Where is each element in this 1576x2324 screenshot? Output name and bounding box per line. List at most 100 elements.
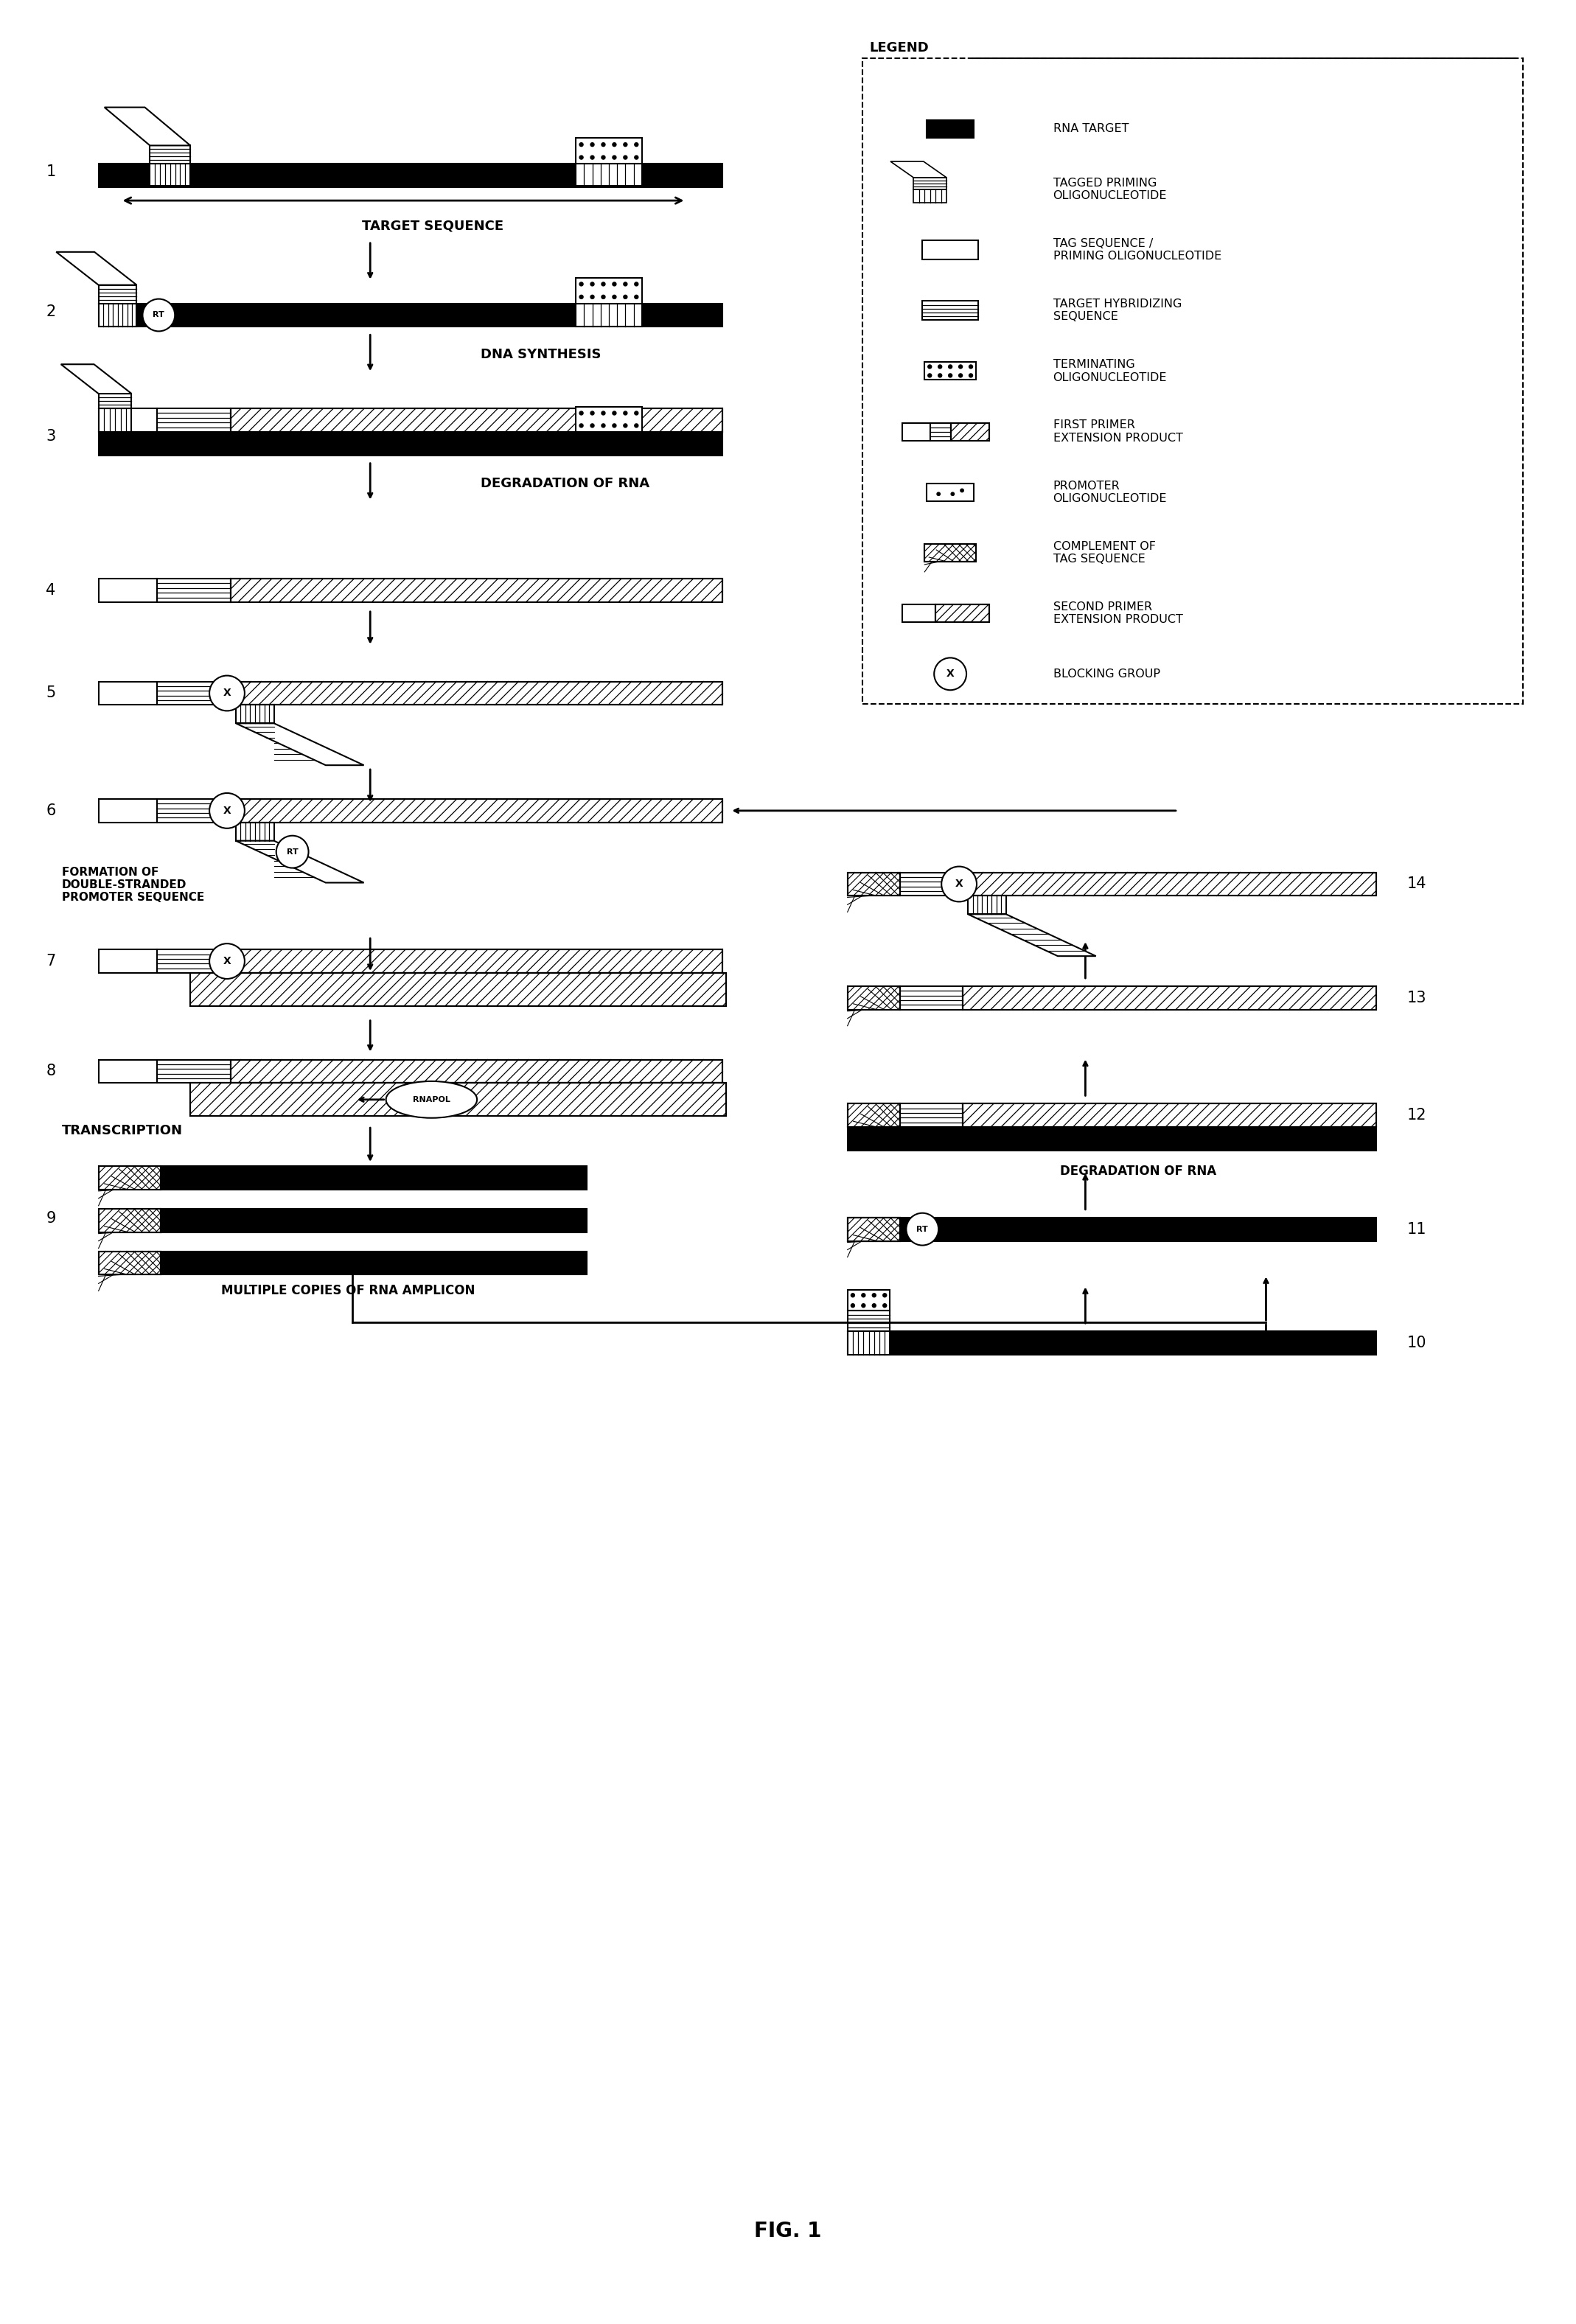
Text: DEGRADATION OF RNA: DEGRADATION OF RNA xyxy=(481,476,649,490)
Bar xyxy=(862,58,1522,704)
Bar xyxy=(848,1218,1376,1241)
Circle shape xyxy=(949,374,952,376)
Circle shape xyxy=(602,295,605,300)
Text: LEGEND: LEGEND xyxy=(870,42,928,53)
Bar xyxy=(99,409,158,432)
Bar xyxy=(575,277,641,304)
Polygon shape xyxy=(236,841,364,883)
Circle shape xyxy=(624,295,627,300)
Bar xyxy=(230,681,723,704)
Circle shape xyxy=(580,142,583,146)
Circle shape xyxy=(580,156,583,160)
Bar xyxy=(575,137,641,165)
Bar xyxy=(848,1218,900,1241)
Text: 12: 12 xyxy=(1407,1109,1426,1122)
Bar xyxy=(963,872,1376,895)
Bar xyxy=(922,239,979,260)
Circle shape xyxy=(624,281,627,286)
Bar xyxy=(230,409,723,432)
Bar xyxy=(900,985,963,1009)
Circle shape xyxy=(602,423,605,428)
Text: 5: 5 xyxy=(46,686,55,700)
Bar xyxy=(963,1104,1376,1127)
Polygon shape xyxy=(61,365,131,393)
Bar xyxy=(161,1208,586,1232)
Text: RT: RT xyxy=(153,311,164,318)
Polygon shape xyxy=(104,107,191,146)
Bar xyxy=(191,974,727,1006)
Text: 2: 2 xyxy=(46,304,55,318)
Bar xyxy=(230,951,723,974)
Circle shape xyxy=(591,295,594,300)
Bar xyxy=(963,1104,1376,1127)
Bar xyxy=(963,985,1376,1009)
Bar xyxy=(925,544,976,562)
Bar xyxy=(158,1060,230,1083)
Bar xyxy=(936,604,990,623)
Text: FIG. 1: FIG. 1 xyxy=(755,2222,821,2243)
Circle shape xyxy=(591,411,594,416)
Bar xyxy=(848,1218,900,1241)
Bar xyxy=(230,579,723,602)
Bar xyxy=(925,544,976,562)
Text: TERMINATING
OLIGONUCLEOTIDE: TERMINATING OLIGONUCLEOTIDE xyxy=(1053,360,1166,383)
Bar xyxy=(158,579,230,602)
Bar xyxy=(848,1104,900,1127)
Polygon shape xyxy=(57,251,137,286)
Bar xyxy=(99,409,131,432)
Polygon shape xyxy=(968,913,1095,955)
Circle shape xyxy=(276,837,309,867)
Bar xyxy=(963,985,1376,1009)
Bar xyxy=(99,951,158,974)
Bar xyxy=(848,872,900,895)
Text: 1: 1 xyxy=(46,165,55,179)
Bar xyxy=(158,409,230,432)
Bar xyxy=(99,681,158,704)
Bar xyxy=(848,1332,1376,1355)
Text: RNA TARGET: RNA TARGET xyxy=(1053,123,1128,135)
Text: SECOND PRIMER
EXTENSION PRODUCT: SECOND PRIMER EXTENSION PRODUCT xyxy=(1053,602,1182,625)
Text: TAGGED PRIMING
OLIGONUCLEOTIDE: TAGGED PRIMING OLIGONUCLEOTIDE xyxy=(1053,177,1166,202)
Text: FORMATION OF
DOUBLE-STRANDED
PROMOTER SEQUENCE: FORMATION OF DOUBLE-STRANDED PROMOTER SE… xyxy=(61,867,205,904)
Text: 6: 6 xyxy=(46,804,55,818)
Bar xyxy=(927,121,974,137)
Text: 14: 14 xyxy=(1407,876,1426,892)
Bar xyxy=(191,1083,727,1116)
Text: TAG SEQUENCE /
PRIMING OLIGONUCLEOTIDE: TAG SEQUENCE / PRIMING OLIGONUCLEOTIDE xyxy=(1053,237,1221,263)
Text: 13: 13 xyxy=(1407,990,1426,1006)
Text: X: X xyxy=(224,955,232,967)
Text: X: X xyxy=(955,878,963,890)
Circle shape xyxy=(958,365,963,370)
Circle shape xyxy=(602,156,605,160)
Circle shape xyxy=(580,295,583,300)
Text: 3: 3 xyxy=(46,430,55,444)
Bar xyxy=(968,895,1005,913)
Text: X: X xyxy=(946,669,953,679)
Circle shape xyxy=(969,365,972,370)
Circle shape xyxy=(635,411,638,416)
Bar xyxy=(914,188,947,202)
Bar xyxy=(848,872,900,895)
Bar xyxy=(230,409,723,432)
Bar xyxy=(914,177,947,188)
Circle shape xyxy=(949,365,952,370)
Circle shape xyxy=(624,156,627,160)
Bar xyxy=(963,985,1376,1009)
Bar xyxy=(99,799,158,823)
Text: TARGET SEQUENCE: TARGET SEQUENCE xyxy=(362,221,503,232)
Circle shape xyxy=(851,1304,854,1308)
Bar xyxy=(99,286,137,304)
Circle shape xyxy=(602,281,605,286)
Circle shape xyxy=(613,423,616,428)
Text: X: X xyxy=(224,806,232,816)
Circle shape xyxy=(960,488,963,493)
Text: RT: RT xyxy=(287,848,298,855)
Bar xyxy=(191,974,727,1006)
Polygon shape xyxy=(236,723,364,765)
Circle shape xyxy=(883,1304,887,1308)
Bar xyxy=(158,951,230,974)
Bar xyxy=(950,423,990,442)
Bar xyxy=(158,799,230,823)
Bar xyxy=(161,1250,586,1274)
Circle shape xyxy=(580,411,583,416)
